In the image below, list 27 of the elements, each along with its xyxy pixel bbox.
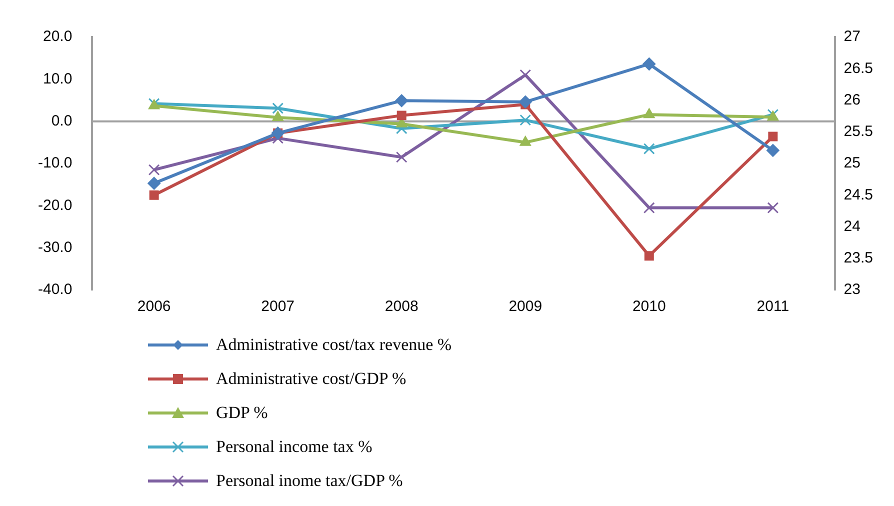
y-tick-label: -20.0 xyxy=(38,196,72,214)
y-tick-label: 0.0 xyxy=(51,112,72,130)
legend-label: Administrative cost/tax revenue % xyxy=(216,335,452,355)
y-tick-label: -30.0 xyxy=(38,238,72,256)
legend-label: Personal income tax % xyxy=(216,437,372,457)
y2-tick-label: 26 xyxy=(844,91,860,108)
x-tick-label: 2011 xyxy=(756,298,790,316)
x-tick-label: 2010 xyxy=(632,298,666,316)
x-tick-label: 2006 xyxy=(137,298,171,316)
y2-tick-label: 24.5 xyxy=(844,186,874,204)
y2-tick-label: 23 xyxy=(844,281,860,298)
legend-label: Administrative cost/GDP % xyxy=(216,369,406,389)
legend-label: Personal inome tax/GDP % xyxy=(216,471,403,491)
y2-tick-label: 27 xyxy=(844,28,860,46)
x-tick-label: 2007 xyxy=(261,298,295,316)
x-tick-label: 2008 xyxy=(384,298,418,316)
x-tick-label: 2009 xyxy=(508,298,542,316)
y-tick-label: 10.0 xyxy=(42,70,72,88)
y-tick-label: -10.0 xyxy=(38,154,72,172)
legend-label: GDP % xyxy=(216,403,268,423)
y2-tick-label: 25 xyxy=(844,154,860,172)
y2-tick-label: 24 xyxy=(844,218,860,235)
y2-tick-label: 26.5 xyxy=(844,60,874,77)
y2-tick-label: 25.5 xyxy=(844,123,874,140)
y2-tick-label: 23.5 xyxy=(844,250,874,267)
y-tick-label: 20.0 xyxy=(42,28,72,46)
y-tick-label: -40.0 xyxy=(38,281,72,298)
